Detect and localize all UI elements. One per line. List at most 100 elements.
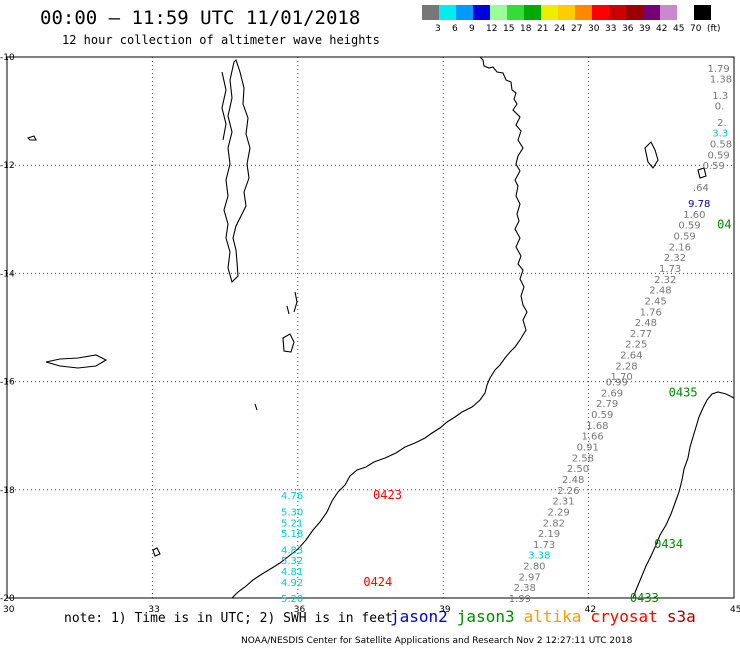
legend-swatch xyxy=(575,5,592,20)
swh-value: 1.66 xyxy=(581,432,603,443)
swh-value: 0.58 xyxy=(710,140,732,151)
swh-value: 2.77 xyxy=(630,329,652,340)
swh-value: 1.70 xyxy=(611,372,633,383)
legend-label: 6 xyxy=(452,24,458,34)
lat-tick-label: -18 xyxy=(0,486,15,496)
swh-value: 2.48 xyxy=(649,286,671,297)
swh-value: 4.76 xyxy=(281,491,303,502)
swh-value: 4.83 xyxy=(281,545,303,556)
small-river-2 xyxy=(254,403,258,411)
satellite-name: altika xyxy=(523,607,582,626)
swh-value: 0. xyxy=(715,102,725,113)
swh-value: 2.50 xyxy=(567,464,589,475)
swh-value: 2.25 xyxy=(625,340,647,351)
legend-label: (ft) xyxy=(707,24,721,34)
swh-value: 9.78 xyxy=(688,199,710,210)
swh-value: 4.92 xyxy=(281,578,303,589)
lat-tick-label: -10 xyxy=(0,53,15,63)
lake-malawi xyxy=(223,58,251,284)
pass-time-label: 04 xyxy=(717,218,731,232)
legend-label: 18 xyxy=(520,24,532,34)
swh-value: 5.21 xyxy=(281,518,303,529)
swh-value: 2.97 xyxy=(518,572,540,583)
swh-value: 2.38 xyxy=(514,583,536,594)
legend-label: 45 xyxy=(673,24,685,34)
swh-value: 2.48 xyxy=(635,318,657,329)
legend-label: 27 xyxy=(571,24,583,34)
legend-label: 21 xyxy=(537,24,549,34)
legend-label: 30 xyxy=(588,24,600,34)
swh-value: 2.28 xyxy=(615,361,637,372)
lon-tick-label: 39 xyxy=(439,605,451,615)
legend-label: 9 xyxy=(469,24,475,34)
legend-swatch xyxy=(524,5,541,20)
africa-coastline xyxy=(231,56,528,599)
legend-swatch xyxy=(558,5,575,20)
units-note: note: 1) Time is in UTC; 2) SWH is in fe… xyxy=(64,611,393,626)
small-island-2 xyxy=(152,547,161,557)
lat-tick-label: -14 xyxy=(0,269,15,279)
swh-value: 0.59 xyxy=(674,232,696,243)
satellite-name: cryosat xyxy=(590,607,658,626)
legend-swatch xyxy=(456,5,473,20)
swh-value: 0.99 xyxy=(606,378,628,389)
satellite-name: jason2 xyxy=(390,607,448,626)
small-river-1 xyxy=(293,291,298,313)
swh-value: 0.59 xyxy=(707,150,729,161)
satellite-name: jason3 xyxy=(456,607,515,626)
legend-label: 70 xyxy=(690,24,702,34)
swh-value: 2.80 xyxy=(523,562,545,573)
lon-tick-label: 33 xyxy=(148,605,159,615)
swh-value: 3.3 xyxy=(712,129,728,140)
swh-value: 5.18 xyxy=(281,529,303,540)
pass-time-label: 0435 xyxy=(669,385,698,399)
swh-value: 2.48 xyxy=(562,475,584,486)
map-frame xyxy=(6,56,735,599)
pass-time-label: 0433 xyxy=(630,591,659,605)
swh-value: 0.59 xyxy=(703,161,725,172)
swh-value: 2.19 xyxy=(538,529,560,540)
pass-time-label: 0434 xyxy=(654,537,683,551)
lon-tick-label: 36 xyxy=(294,605,306,615)
legend-label: 3 xyxy=(435,24,441,34)
swh-value: 1.73 xyxy=(533,540,555,551)
comoros-island xyxy=(644,141,659,169)
satellite-key: jason2 jason3 altika cryosat s3a xyxy=(390,607,705,626)
swh-value: 2.16 xyxy=(669,242,691,253)
legend-swatch xyxy=(422,5,439,20)
legend-label: 12 xyxy=(486,24,498,34)
swh-value: 2.29 xyxy=(548,507,570,518)
legend-swatch xyxy=(490,5,507,20)
swh-value: 1.60 xyxy=(683,210,705,221)
swh-value: 5.32 xyxy=(281,556,303,567)
madagascar-coastline xyxy=(632,391,735,599)
swh-value: 1.79 xyxy=(707,64,729,75)
legend-label: 24 xyxy=(554,24,566,34)
swh-value: 2.32 xyxy=(664,253,686,264)
swh-value: 1.3 xyxy=(712,91,728,102)
swh-value: 4.81 xyxy=(281,567,303,578)
swh-value: 5.30 xyxy=(281,507,303,518)
small-river-3 xyxy=(286,305,290,315)
swh-value: 2.45 xyxy=(644,296,666,307)
pass-time-label: 0423 xyxy=(373,488,402,502)
swh-value: 2.64 xyxy=(620,351,642,362)
legend-label: 39 xyxy=(639,24,651,34)
swh-value: 2.69 xyxy=(601,388,623,399)
swh-value: 5.20 xyxy=(281,594,303,605)
map-title: 00:00 – 11:59 UTC 11/01/2018 xyxy=(40,7,361,29)
lat-lon-grid xyxy=(6,56,735,599)
legend-label: 15 xyxy=(503,24,515,34)
lon-tick-label: 45 xyxy=(730,605,740,615)
legend-label: 36 xyxy=(622,24,634,34)
lat-tick-label: -12 xyxy=(0,161,15,171)
legend-swatch xyxy=(643,5,660,20)
swh-value: 2.82 xyxy=(543,518,565,529)
lake-bangweulu xyxy=(45,354,108,369)
legend-swatch xyxy=(592,5,609,20)
legend-swatch xyxy=(677,5,694,20)
footer-credit: NOAA/NESDIS Center for Satellite Applica… xyxy=(241,636,633,646)
legend-swatch xyxy=(473,5,490,20)
